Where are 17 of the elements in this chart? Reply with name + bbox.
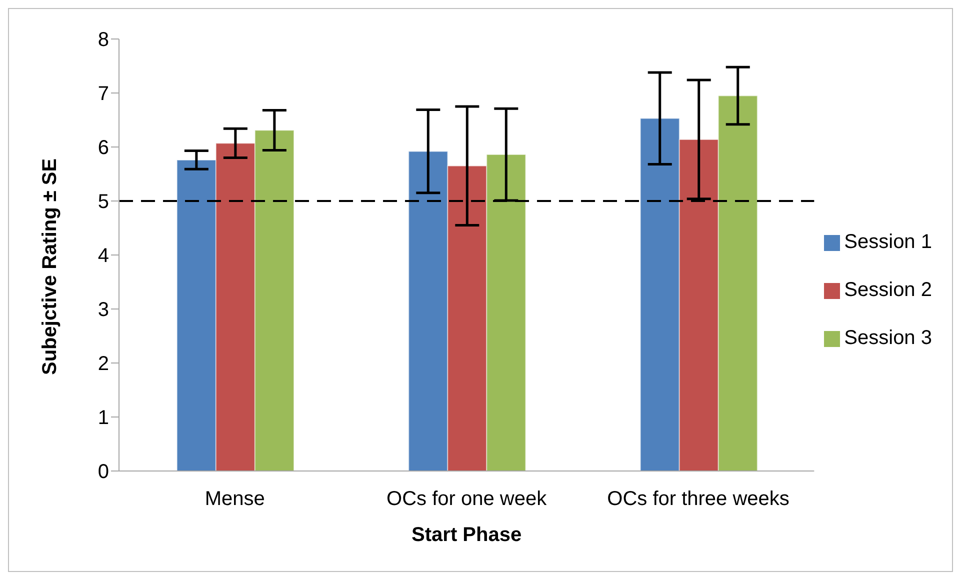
y-tick-label: 1 (98, 407, 109, 430)
y-tick-label: 6 (98, 137, 109, 160)
y-axis-title: Subejctive Rating ± SE (39, 158, 62, 375)
x-tick-label: OCs for three weeks (607, 488, 790, 510)
y-tick-label: 7 (98, 83, 109, 106)
x-tick-label: Mense (204, 488, 265, 510)
y-tick-label: 4 (98, 245, 109, 268)
legend-label: Session 3 (844, 327, 932, 349)
legend-label: Session 2 (844, 279, 932, 301)
y-tick-label: 3 (98, 299, 109, 322)
x-axis-title: Start Phase (412, 524, 522, 546)
x-tick-label: OCs for one week (386, 488, 548, 510)
y-tick-label: 2 (98, 353, 109, 376)
y-tick-label: 8 (98, 29, 109, 52)
y-tick-label: 0 (98, 461, 109, 484)
y-tick-label: 5 (98, 191, 109, 214)
legend-label: Session 1 (844, 231, 932, 253)
